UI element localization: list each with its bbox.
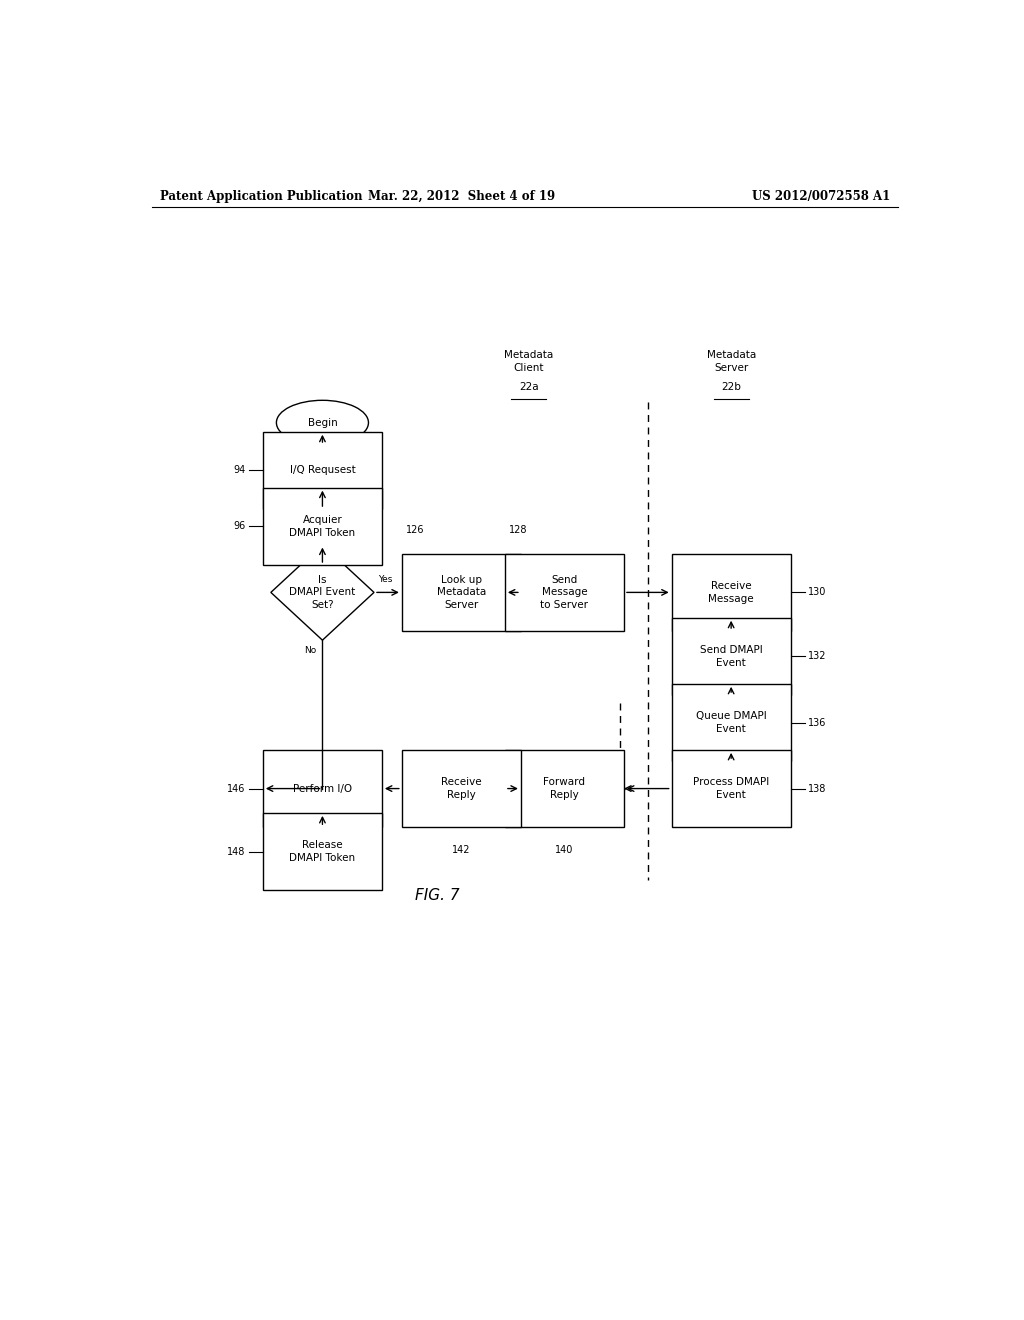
Text: FIG. 7: FIG. 7 [415,888,460,903]
Text: Release
DMAPI Token: Release DMAPI Token [290,841,355,863]
Text: 136: 136 [808,718,826,727]
Text: Perform I/O: Perform I/O [293,784,352,793]
FancyBboxPatch shape [505,750,624,828]
FancyBboxPatch shape [263,432,382,510]
Text: 128: 128 [509,525,527,536]
Text: 22b: 22b [721,381,741,392]
Ellipse shape [276,400,369,445]
FancyBboxPatch shape [672,684,791,762]
Text: 140: 140 [555,846,573,855]
Text: 146: 146 [227,784,246,793]
Text: Metadata
Server: Metadata Server [707,350,756,374]
Text: 22a: 22a [519,381,539,392]
FancyBboxPatch shape [263,750,382,828]
FancyBboxPatch shape [672,554,791,631]
Text: Send DMAPI
Event: Send DMAPI Event [699,645,763,668]
Text: 96: 96 [233,521,246,532]
Text: Patent Application Publication: Patent Application Publication [160,190,362,202]
Text: No: No [304,647,316,655]
Text: 148: 148 [227,846,246,857]
Text: Metadata
Client: Metadata Client [504,350,553,374]
Text: 138: 138 [808,784,826,793]
Text: 94: 94 [233,466,246,475]
Text: Begin: Begin [307,417,337,428]
Text: Process DMAPI
Event: Process DMAPI Event [693,777,769,800]
Text: Send
Message
to Server: Send Message to Server [541,576,589,610]
Text: Yes: Yes [378,576,392,585]
FancyBboxPatch shape [505,554,624,631]
Text: US 2012/0072558 A1: US 2012/0072558 A1 [752,190,890,202]
FancyBboxPatch shape [263,487,382,565]
Text: 142: 142 [452,846,471,855]
Text: Is
DMAPI Event
Set?: Is DMAPI Event Set? [290,576,355,610]
Text: 130: 130 [808,587,826,598]
Text: Forward
Reply: Forward Reply [544,777,586,800]
Text: 126: 126 [406,525,424,536]
Text: Look up
Metadata
Server: Look up Metadata Server [436,576,486,610]
FancyBboxPatch shape [401,554,521,631]
FancyBboxPatch shape [672,750,791,828]
Polygon shape [270,545,374,640]
FancyBboxPatch shape [401,750,521,828]
Text: I/Q Requsest: I/Q Requsest [290,466,355,475]
Text: Receive
Message: Receive Message [709,581,754,603]
Text: Receive
Reply: Receive Reply [441,777,481,800]
Text: Mar. 22, 2012  Sheet 4 of 19: Mar. 22, 2012 Sheet 4 of 19 [368,190,555,202]
FancyBboxPatch shape [263,813,382,890]
Text: Queue DMAPI
Event: Queue DMAPI Event [695,711,767,734]
FancyBboxPatch shape [672,618,791,696]
Text: 132: 132 [808,652,826,661]
Text: Acquier
DMAPI Token: Acquier DMAPI Token [290,515,355,537]
